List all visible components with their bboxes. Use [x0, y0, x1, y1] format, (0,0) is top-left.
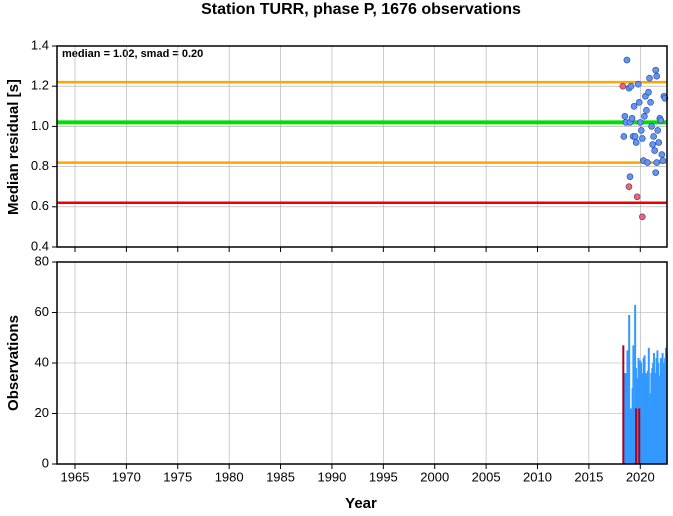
x-tick-label: 1990	[317, 469, 346, 484]
point	[653, 159, 661, 166]
point	[632, 139, 640, 146]
y-tick-label: 1.4	[31, 37, 49, 52]
x-tick-label: 2005	[472, 469, 501, 484]
point	[644, 159, 651, 166]
point	[634, 80, 642, 88]
point	[646, 74, 653, 82]
point	[645, 88, 652, 96]
y-tick-label: 40	[35, 354, 49, 369]
x-tick-label: 1975	[163, 469, 192, 484]
plot-frame	[56, 261, 668, 465]
point	[623, 56, 631, 64]
y-tick-label: 60	[35, 304, 49, 319]
x-tick-label: 2000	[420, 469, 449, 484]
point	[619, 82, 627, 90]
point	[621, 113, 629, 120]
point	[639, 135, 646, 142]
x-tick-label: 2015	[574, 469, 603, 484]
y-axis-label: Observations	[5, 315, 22, 411]
point	[643, 107, 650, 114]
y-tick-label: 1.0	[31, 118, 49, 133]
y-tick-label: 0.4	[31, 238, 49, 253]
point	[639, 213, 646, 221]
bar	[628, 315, 631, 464]
y-tick-label: 80	[35, 253, 49, 268]
x-tick-label: 1985	[266, 469, 295, 484]
bar	[622, 345, 625, 464]
bar	[632, 345, 635, 464]
point	[620, 133, 628, 140]
bar	[638, 408, 641, 464]
y-tick-label: 0	[42, 455, 49, 470]
point	[659, 157, 667, 164]
point	[638, 127, 645, 134]
bar	[647, 347, 650, 464]
point	[627, 82, 635, 90]
y-tick-label: 1.2	[31, 78, 49, 93]
point	[652, 169, 659, 176]
point	[628, 115, 636, 122]
point	[649, 141, 656, 148]
y-tick-label: 0.8	[31, 158, 49, 173]
point	[636, 119, 644, 126]
point	[641, 113, 648, 120]
x-axis-label: Year	[345, 495, 377, 511]
point	[630, 103, 638, 110]
point	[650, 133, 657, 140]
plot-frame	[56, 45, 668, 248]
bar	[624, 373, 627, 464]
x-tick-label: 1995	[369, 469, 398, 484]
x-tick-label: 1965	[61, 469, 90, 484]
x-tick-label: 1970	[112, 469, 141, 484]
point	[657, 117, 665, 124]
y-axis-label: Median residual [s]	[5, 79, 22, 215]
point	[651, 147, 658, 154]
annotation: median = 1.02, smad = 0.20	[62, 48, 203, 60]
y-tick-label: 20	[35, 405, 49, 420]
point	[653, 72, 661, 80]
point	[654, 127, 662, 134]
chart-title: Station TURR, phase P, 1676 observations	[201, 1, 521, 18]
point	[658, 151, 666, 158]
x-tick-label: 2010	[523, 469, 552, 484]
point	[635, 98, 643, 106]
point	[625, 183, 633, 190]
point	[626, 173, 634, 180]
x-tick-label: 2020	[626, 469, 655, 484]
x-tick-label: 1980	[215, 469, 244, 484]
point	[633, 193, 641, 201]
point	[631, 133, 639, 140]
point	[648, 123, 655, 130]
y-tick-label: 0.6	[31, 198, 49, 213]
bar	[635, 408, 638, 464]
point	[647, 98, 654, 106]
point	[652, 66, 659, 74]
point	[655, 139, 663, 146]
